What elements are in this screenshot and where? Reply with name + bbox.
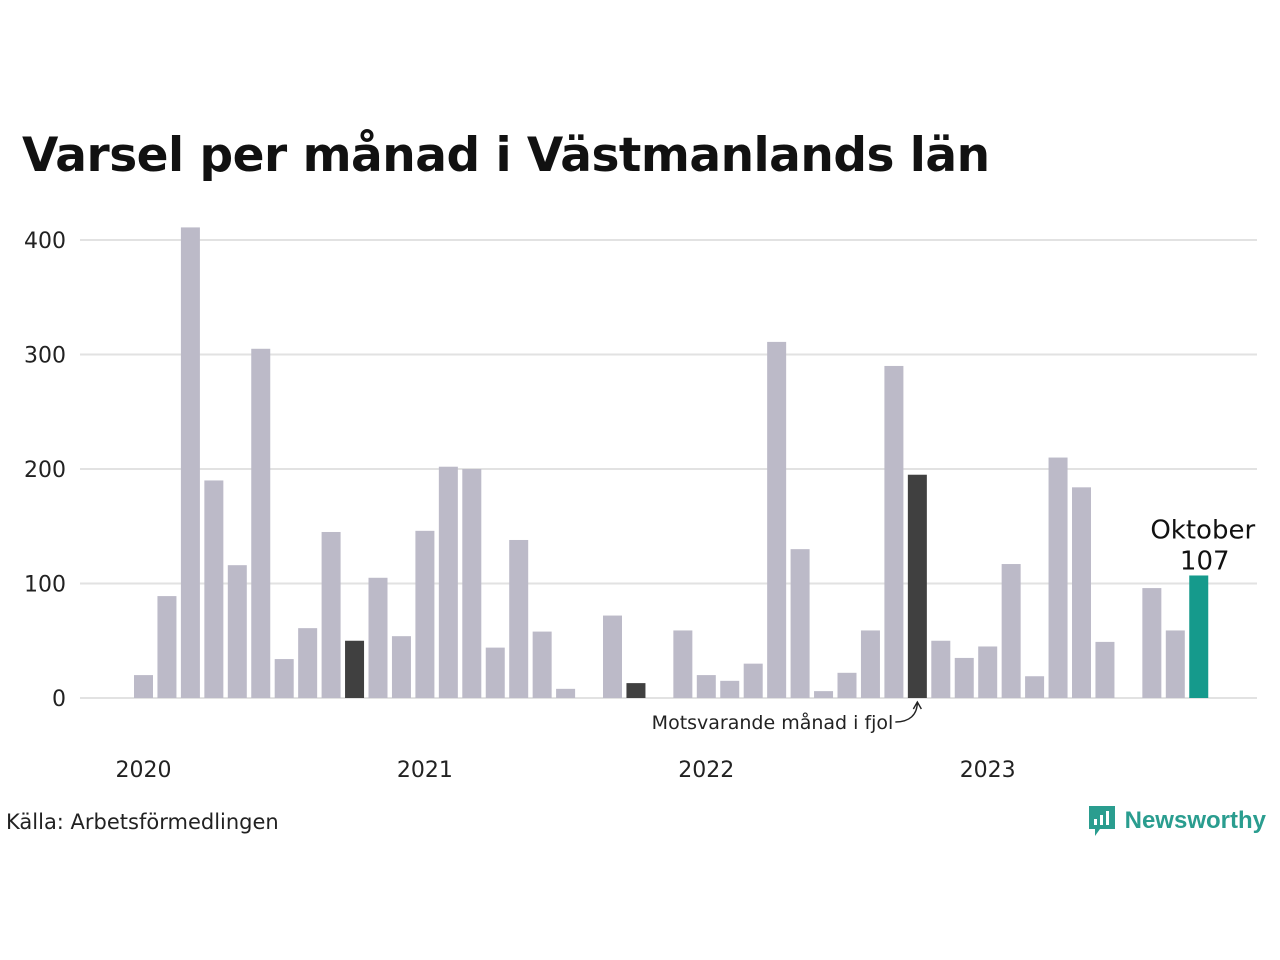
bar (1025, 676, 1045, 698)
bar (743, 663, 763, 698)
bar (485, 647, 505, 698)
current-month-value: 107 (1180, 546, 1230, 576)
bar (1142, 588, 1162, 698)
bar (204, 480, 224, 698)
annotation-arrow (895, 701, 919, 723)
same-month-last-year-label: Motsvarande månad i fjol (652, 711, 894, 734)
bar (1165, 630, 1185, 698)
bar (462, 469, 482, 698)
brand-logo[interactable]: Newsworthy (1087, 804, 1266, 838)
x-tick-label: 2023 (960, 758, 1016, 783)
x-tick-label: 2021 (397, 758, 453, 783)
bar (532, 631, 552, 698)
bar (134, 675, 153, 698)
bar (1189, 575, 1209, 698)
bar (345, 640, 365, 698)
bar (814, 691, 834, 698)
bar (626, 683, 646, 698)
bar (391, 636, 411, 698)
bar (298, 628, 318, 698)
y-tick-label: 300 (24, 344, 66, 369)
x-axis-ticks: 2020 2021 2022 2023 (116, 758, 1016, 783)
bar (696, 675, 716, 698)
bar (1072, 487, 1091, 698)
bar (368, 577, 388, 698)
x-tick-label: 2022 (678, 758, 734, 783)
brand-name: Newsworthy (1124, 807, 1266, 834)
bar (907, 474, 927, 698)
bar (860, 630, 880, 698)
bar (1095, 641, 1115, 698)
bar (415, 530, 435, 698)
bar (603, 615, 622, 698)
y-axis-ticks: 0 100 200 300 400 (24, 229, 66, 712)
bar (180, 227, 200, 698)
bar (720, 680, 740, 698)
bar (157, 596, 177, 698)
bars (134, 227, 1209, 698)
bar (227, 565, 247, 698)
y-tick-label: 100 (24, 573, 66, 598)
source-note: Källa: Arbetsförmedlingen (6, 810, 279, 834)
bar (954, 657, 974, 698)
bar-chart: 0 100 200 300 400 2020 2021 2022 2023 Oktober10… (24, 227, 1257, 783)
bar (556, 688, 576, 698)
x-tick-label: 2020 (116, 758, 172, 783)
bar (321, 531, 341, 698)
bar (790, 549, 810, 698)
bar (884, 365, 904, 698)
bar (274, 659, 294, 698)
bar (1048, 457, 1068, 698)
bar (438, 466, 458, 698)
newsworthy-logo-icon (1088, 806, 1115, 836)
chart-title: Varsel per månad i Västmanlands län (22, 128, 990, 183)
annotation-arrowhead (912, 700, 922, 710)
bar (978, 646, 998, 698)
y-tick-label: 400 (24, 229, 66, 254)
bar (251, 348, 271, 698)
bar (673, 630, 693, 698)
bar (931, 640, 951, 698)
y-tick-label: 0 (52, 687, 66, 712)
bar (837, 672, 857, 698)
bar (1001, 564, 1021, 698)
bar (509, 539, 529, 698)
bar (767, 341, 787, 698)
current-month-label: Oktober (1150, 515, 1255, 545)
y-tick-label: 200 (24, 458, 66, 483)
